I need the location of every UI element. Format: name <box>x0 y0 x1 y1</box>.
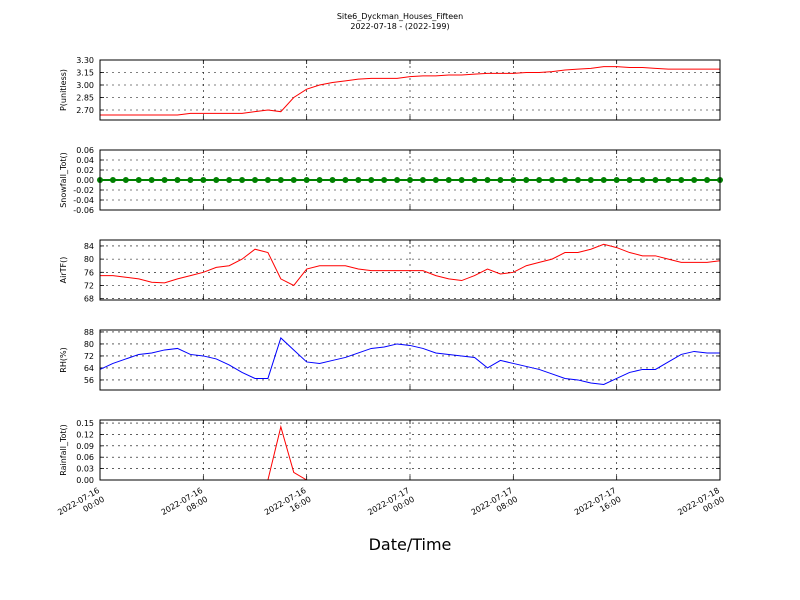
data-point <box>200 177 207 183</box>
data-point <box>587 177 594 183</box>
y-tick-label: 56 <box>84 376 94 385</box>
data-point <box>665 177 672 183</box>
data-point <box>678 177 685 183</box>
data-point <box>652 177 659 183</box>
data-point <box>161 177 168 183</box>
data-point <box>613 177 620 183</box>
data-point <box>458 177 465 183</box>
y-tick-label: 0.12 <box>76 430 94 439</box>
data-point <box>510 177 517 183</box>
axes-frame <box>99 149 721 211</box>
y-tick-label: 0.04 <box>76 156 94 165</box>
data-point <box>432 177 439 183</box>
data-point <box>523 177 530 183</box>
y-tick-label: 2.70 <box>76 106 94 115</box>
y-tick-label: -0.02 <box>73 186 94 195</box>
y-axis-label: AirTF() <box>59 257 68 284</box>
data-point <box>600 177 607 183</box>
y-tick-label: 84 <box>84 242 94 251</box>
y-tick-label: 0.06 <box>76 453 94 462</box>
y-tick-label: 3.30 <box>76 56 94 65</box>
y-axis-label: RH(%) <box>59 347 68 372</box>
axes-frame <box>99 239 721 301</box>
axes-frame <box>99 329 721 391</box>
data-point <box>368 177 375 183</box>
data-point <box>226 177 233 183</box>
data-point <box>342 177 349 183</box>
axes-frame <box>99 419 721 481</box>
y-tick-label: 0.06 <box>76 146 94 155</box>
data-point <box>187 177 194 183</box>
data-point <box>264 177 271 183</box>
data-point <box>148 177 155 183</box>
data-point <box>174 177 181 183</box>
data-point <box>381 177 388 183</box>
y-tick-label: 3.15 <box>76 69 94 78</box>
y-tick-label: 72 <box>84 281 94 290</box>
data-line <box>99 337 720 385</box>
y-tick-label: 0.09 <box>76 442 94 451</box>
data-point <box>497 177 504 183</box>
chart-subtitle: 2022-07-18 - (2022-199) <box>350 22 449 31</box>
y-tick-label: 0.03 <box>76 465 94 474</box>
data-point <box>277 177 284 183</box>
y-tick-label: 68 <box>84 295 94 304</box>
data-point <box>549 177 556 183</box>
y-tick-label: 76 <box>84 268 94 277</box>
data-point <box>303 177 310 183</box>
data-point <box>109 177 116 183</box>
y-tick-label: 88 <box>84 328 94 337</box>
y-axis-label: Rainfall_Tot() <box>59 424 68 476</box>
data-point <box>691 177 698 183</box>
data-point <box>355 177 362 183</box>
data-point <box>122 177 129 183</box>
y-tick-label: 64 <box>84 364 94 373</box>
y-axis-label: Snowfall_Tot() <box>59 152 68 208</box>
y-tick-label: 0.00 <box>76 476 94 485</box>
data-point <box>252 177 258 183</box>
data-point <box>562 177 568 183</box>
data-point <box>290 177 297 183</box>
data-point <box>419 177 426 183</box>
y-tick-label: 72 <box>84 352 94 361</box>
axes-frame <box>99 59 721 121</box>
y-tick-label: 2.85 <box>76 94 94 103</box>
x-axis-label: Date/Time <box>369 535 452 554</box>
data-point <box>626 177 633 183</box>
data-point <box>445 177 452 183</box>
y-tick-label: 0.02 <box>76 166 94 175</box>
data-point <box>213 177 220 183</box>
data-point <box>471 177 478 183</box>
y-tick-label: 80 <box>84 340 94 349</box>
data-point <box>484 177 491 183</box>
data-point <box>536 177 543 183</box>
data-point <box>704 177 711 183</box>
y-tick-label: 0.00 <box>76 176 94 185</box>
data-point <box>239 177 246 183</box>
data-point <box>574 177 581 183</box>
data-point <box>135 177 142 183</box>
data-point <box>639 177 646 183</box>
data-point <box>407 177 413 183</box>
data-point <box>394 177 401 183</box>
data-point <box>316 177 323 183</box>
data-line <box>100 243 721 287</box>
y-tick-label: 3.00 <box>76 81 94 90</box>
data-point <box>329 177 336 183</box>
y-axis-label: P(unitless) <box>59 69 68 111</box>
chart-title: Site6_Dyckman_Houses_Fifteen <box>337 12 463 21</box>
data-line <box>100 66 720 116</box>
y-tick-label: 0.15 <box>76 419 94 428</box>
y-tick-label: -0.06 <box>73 206 94 215</box>
y-tick-label: -0.04 <box>73 196 94 205</box>
y-tick-label: 80 <box>84 255 94 264</box>
